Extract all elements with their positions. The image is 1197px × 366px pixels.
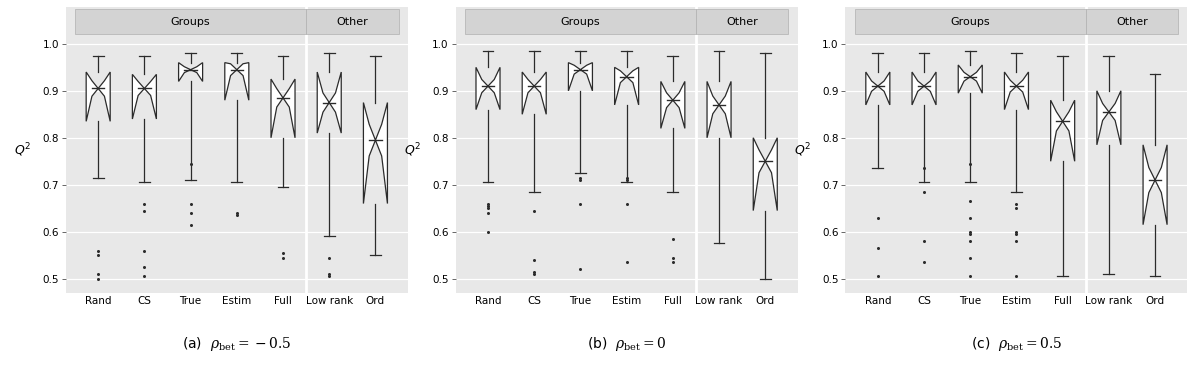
Bar xyxy=(464,9,695,34)
Polygon shape xyxy=(317,72,341,133)
Bar xyxy=(306,9,399,34)
Polygon shape xyxy=(753,138,777,210)
Polygon shape xyxy=(614,67,639,105)
Text: Other: Other xyxy=(727,16,758,26)
Polygon shape xyxy=(912,72,936,105)
Text: (a)  $\rho_{\mathrm{bet}} = -0.5$: (a) $\rho_{\mathrm{bet}} = -0.5$ xyxy=(182,335,291,353)
Polygon shape xyxy=(476,67,500,109)
Polygon shape xyxy=(661,81,685,128)
Polygon shape xyxy=(707,81,731,138)
Polygon shape xyxy=(225,63,249,100)
Polygon shape xyxy=(1051,100,1075,161)
Polygon shape xyxy=(178,63,202,81)
Polygon shape xyxy=(959,65,983,93)
Polygon shape xyxy=(364,102,388,203)
Polygon shape xyxy=(1143,145,1167,225)
Y-axis label: $Q^2$: $Q^2$ xyxy=(794,141,812,159)
Polygon shape xyxy=(1004,72,1028,109)
Polygon shape xyxy=(1096,91,1120,145)
Y-axis label: $Q^2$: $Q^2$ xyxy=(14,141,31,159)
Bar xyxy=(695,9,789,34)
Bar xyxy=(75,9,306,34)
Bar xyxy=(1086,9,1178,34)
Text: Other: Other xyxy=(336,16,369,26)
Polygon shape xyxy=(133,74,157,119)
Text: (c)  $\rho_{\mathrm{bet}} = 0.5$: (c) $\rho_{\mathrm{bet}} = 0.5$ xyxy=(971,335,1062,353)
Polygon shape xyxy=(271,79,294,138)
Y-axis label: $Q^2$: $Q^2$ xyxy=(405,141,421,159)
Polygon shape xyxy=(865,72,889,105)
Bar xyxy=(855,9,1086,34)
Polygon shape xyxy=(86,72,110,122)
Polygon shape xyxy=(569,63,593,91)
Text: Groups: Groups xyxy=(171,16,211,26)
Text: (b)  $\rho_{\mathrm{bet}} = 0$: (b) $\rho_{\mathrm{bet}} = 0$ xyxy=(587,335,667,353)
Text: Other: Other xyxy=(1116,16,1148,26)
Text: Groups: Groups xyxy=(950,16,990,26)
Polygon shape xyxy=(522,72,546,114)
Text: Groups: Groups xyxy=(560,16,600,26)
